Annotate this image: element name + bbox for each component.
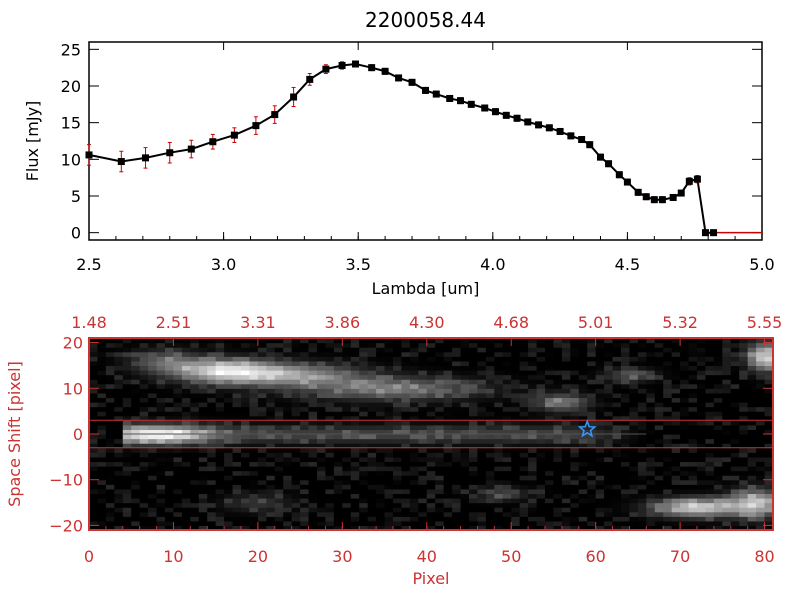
data-point	[524, 118, 532, 126]
data-point	[502, 111, 510, 119]
image-panel: 0 10 20 30 40 50 60 70 80 1.48 2.51 3.31 3.86 4.30 4.6…	[5, 313, 782, 588]
image-top-tick-label-8: 5.55	[747, 313, 783, 332]
data-point	[634, 188, 642, 196]
y-tick-label-0: 0	[71, 224, 81, 243]
data-point	[623, 178, 631, 186]
data-point	[187, 145, 195, 153]
data-point	[605, 160, 613, 168]
x-tick-label-4: 4.5	[615, 255, 640, 274]
data-point	[467, 100, 475, 108]
data-point	[422, 86, 429, 94]
image-x-tick-label-0: 0	[84, 547, 94, 566]
image-x-tick-label-5: 50	[501, 547, 521, 566]
data-point	[166, 149, 174, 157]
x-tick-label-5: 5.0	[749, 255, 774, 274]
data-point	[209, 138, 217, 146]
data-point	[567, 132, 575, 140]
data-point	[596, 153, 604, 161]
image-top-tick-label-6: 5.01	[578, 313, 614, 332]
data-point	[306, 75, 314, 83]
image-y-tick-label-2: 0	[73, 425, 83, 444]
data-point	[408, 78, 416, 86]
data-point	[710, 229, 718, 237]
image-x-tick-label-1: 10	[163, 547, 183, 566]
x-tick-label-1: 3.0	[211, 255, 236, 274]
data-point	[432, 90, 440, 98]
image-x-tick-label-7: 70	[670, 547, 690, 566]
data-point	[352, 60, 360, 68]
image-top-tick-label-1: 2.51	[156, 313, 192, 332]
y-tick-label-5: 25	[61, 40, 81, 59]
data-point	[395, 74, 403, 82]
y-axis-title: Flux [mJy]	[23, 101, 42, 182]
image-y-axis-title: Space Shift [pixel]	[5, 361, 24, 507]
image-y-tick-label-0: −20	[49, 516, 83, 535]
data-point	[615, 171, 623, 179]
data-point	[685, 177, 693, 185]
data-point	[701, 229, 709, 237]
data-point	[586, 141, 594, 149]
data-point	[658, 196, 666, 204]
image-x-tick-label-8: 80	[754, 547, 774, 566]
data-point	[85, 151, 93, 159]
data-point	[513, 114, 521, 122]
image-top-tick-label-7: 5.32	[662, 313, 698, 332]
data-point	[491, 108, 499, 116]
data-point	[535, 121, 543, 129]
image-x-tick-label-3: 30	[332, 547, 352, 566]
data-point	[117, 158, 125, 166]
image-x-tick-label-4: 40	[417, 547, 437, 566]
y-tick-label-2: 10	[61, 150, 81, 169]
data-point	[368, 64, 376, 72]
data-point	[381, 67, 389, 75]
image-top-tick-label-4: 4.30	[409, 313, 445, 332]
image-y-tick-label-3: 10	[63, 379, 83, 398]
y-tick-label-4: 20	[61, 77, 81, 96]
data-point	[252, 122, 260, 130]
spectrum-panel: 2200058.44 2.5 3.0 3.5 4.0 4.5 5.0 0 5 10 15 20 25 La…	[23, 8, 775, 298]
data-point	[545, 124, 553, 132]
spectrum-frame	[88, 41, 763, 241]
data-point	[578, 136, 586, 144]
spectrum-line	[88, 62, 714, 234]
image-top-tick-label-3: 3.86	[325, 313, 361, 332]
y-tick-label-1: 5	[71, 187, 81, 206]
image-y-tick-label-4: 20	[63, 334, 83, 353]
data-point	[650, 196, 658, 204]
x-axis-title: Lambda [um]	[372, 279, 480, 298]
image-y-tick-label-1: −10	[49, 471, 83, 490]
data-point	[322, 65, 330, 73]
data-point	[271, 111, 279, 119]
data-point	[693, 175, 701, 183]
data-point	[230, 131, 238, 139]
chart-title: 2200058.44	[365, 8, 486, 32]
data-point	[456, 97, 464, 105]
data-point	[677, 189, 685, 197]
x-tick-label-3: 4.0	[480, 255, 505, 274]
image-pixels	[89, 338, 774, 531]
x-tick-label-2: 3.5	[345, 255, 370, 274]
image-x-tick-label-6: 60	[585, 547, 605, 566]
y-tick-label-3: 15	[61, 114, 81, 133]
image-top-tick-label-0: 1.48	[71, 313, 107, 332]
data-point	[338, 61, 346, 69]
image-top-tick-label-5: 4.68	[493, 313, 529, 332]
data-point	[669, 193, 677, 201]
data-point	[142, 154, 150, 162]
data-point	[642, 193, 650, 201]
image-x-tick-label-2: 20	[248, 547, 268, 566]
x-tick-label-0: 2.5	[76, 255, 101, 274]
data-point	[481, 104, 489, 112]
image-x-axis-title: Pixel	[412, 569, 449, 588]
data-point	[446, 94, 454, 102]
data-point	[290, 93, 298, 101]
star-marker	[577, 419, 597, 438]
image-top-tick-label-2: 3.31	[240, 313, 276, 332]
data-point	[556, 127, 564, 135]
